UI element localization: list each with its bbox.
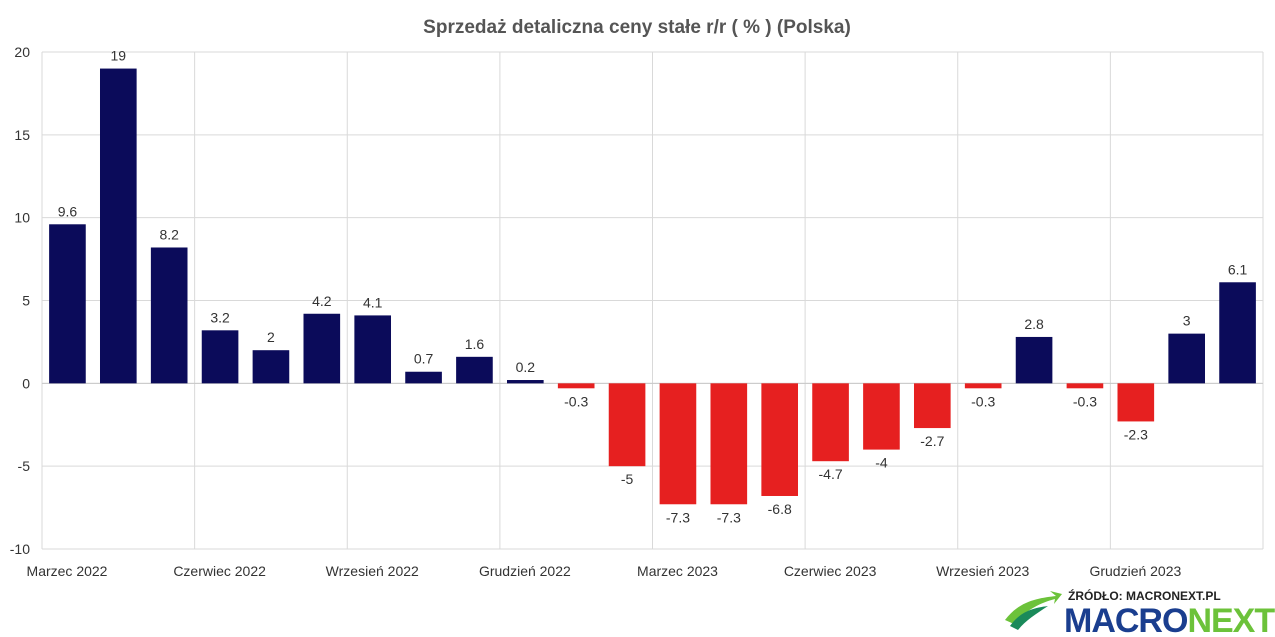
data-label-2023-08: -2.7 <box>920 433 944 449</box>
bar-2023-06 <box>812 383 849 462</box>
data-label-2024-01: 3 <box>1183 313 1191 329</box>
chart-title: Sprzedaż detaliczna ceny stałe r/r ( % )… <box>423 17 851 38</box>
bar-2022-07 <box>252 350 290 384</box>
data-label-2023-09: -0.3 <box>971 393 995 409</box>
grid-lines <box>41 51 1264 550</box>
bars <box>49 68 1256 505</box>
data-label-2023-05: -6.8 <box>768 501 792 517</box>
bar-2023-03 <box>659 383 697 505</box>
data-label-2023-12: -2.3 <box>1124 426 1148 442</box>
x-tick-label: Wrzesień 2023 <box>936 563 1029 579</box>
bar-2023-04 <box>710 383 748 505</box>
data-label-2024-02: 6.1 <box>1228 261 1248 277</box>
data-label-2022-04: 19 <box>111 48 127 64</box>
x-tick-label: Grudzień 2022 <box>479 563 571 579</box>
bar-2023-09 <box>964 383 1002 389</box>
data-label-2022-03: 9.6 <box>58 203 78 219</box>
data-label-2023-03: -7.3 <box>666 509 690 525</box>
x-tick-label: Grudzień 2023 <box>1089 563 1181 579</box>
y-tick-label: 5 <box>22 293 30 309</box>
y-tick-label: 15 <box>14 127 30 143</box>
bar-2024-02 <box>1219 282 1256 384</box>
y-tick-label: 10 <box>14 210 30 226</box>
brand-wordmark: MACRONEXT <box>1064 602 1275 637</box>
bar-2022-09 <box>354 315 392 384</box>
x-tick-label: Wrzesień 2022 <box>326 563 419 579</box>
data-labels: 9.6 19 8.2 3.2 2 4.2 4.1 0.7 1.6 0.2 -0.3 -5 -7.3 -7.… <box>58 48 1248 526</box>
x-axis-tick-labels: Marzec 2022 Czerwiec 2022 Wrzesień 2022 Gru… <box>27 563 1182 579</box>
data-label-2022-08: 4.2 <box>312 293 332 309</box>
y-tick-label: -10 <box>10 541 30 557</box>
macronext-logo: ŹRÓDŁO: MACRONEXT.PL MACRONEXT <box>1005 588 1275 637</box>
data-label-2023-10: 2.8 <box>1024 316 1044 332</box>
y-tick-label: -5 <box>18 458 31 474</box>
data-label-2022-10: 0.7 <box>414 351 434 367</box>
data-label-2022-05: 8.2 <box>159 226 179 242</box>
x-tick-label: Marzec 2022 <box>27 563 108 579</box>
data-label-2022-11: 1.6 <box>465 336 485 352</box>
bar-2022-03 <box>49 224 86 384</box>
data-label-2022-07: 2 <box>267 329 275 345</box>
bar-2023-10 <box>1015 336 1053 384</box>
bar-2022-10 <box>405 371 442 384</box>
x-tick-label: Czerwiec 2023 <box>784 563 877 579</box>
bar-2022-11 <box>456 356 493 384</box>
x-tick-label: Marzec 2023 <box>637 563 718 579</box>
data-label-2023-02: -5 <box>621 471 634 487</box>
bar-2022-12 <box>506 380 544 384</box>
bar-2023-12 <box>1117 383 1155 422</box>
data-label-2023-11: -0.3 <box>1073 393 1097 409</box>
bar-2023-07 <box>863 383 900 450</box>
data-label-2022-06: 3.2 <box>210 309 230 325</box>
data-label-2023-01: -0.3 <box>564 393 588 409</box>
bar-2022-04 <box>99 68 137 384</box>
bar-2022-06 <box>201 330 239 384</box>
data-label-2022-12: 0.2 <box>516 359 536 375</box>
leaf-arrow-icon <box>1005 591 1062 630</box>
source-label: ŹRÓDŁO: MACRONEXT.PL <box>1068 588 1221 603</box>
bar-2023-05 <box>761 383 799 496</box>
bar-2023-01 <box>557 383 595 389</box>
bar-2023-11 <box>1066 383 1104 389</box>
data-label-2023-07: -4 <box>875 455 888 471</box>
data-label-2022-09: 4.1 <box>363 294 383 310</box>
bar-2022-05 <box>150 247 188 384</box>
x-tick-label: Czerwiec 2022 <box>173 563 266 579</box>
bar-2022-08 <box>303 313 341 384</box>
bar-2023-02 <box>608 383 646 467</box>
bar-2023-08 <box>913 383 951 429</box>
data-label-2023-04: -7.3 <box>717 509 741 525</box>
y-tick-label: 20 <box>14 44 30 60</box>
y-tick-label: 0 <box>22 375 30 391</box>
y-axis-tick-labels: -10 -5 0 5 10 15 20 <box>10 44 30 557</box>
data-label-2023-06: -4.7 <box>819 466 843 482</box>
bar-2024-01 <box>1168 333 1206 384</box>
